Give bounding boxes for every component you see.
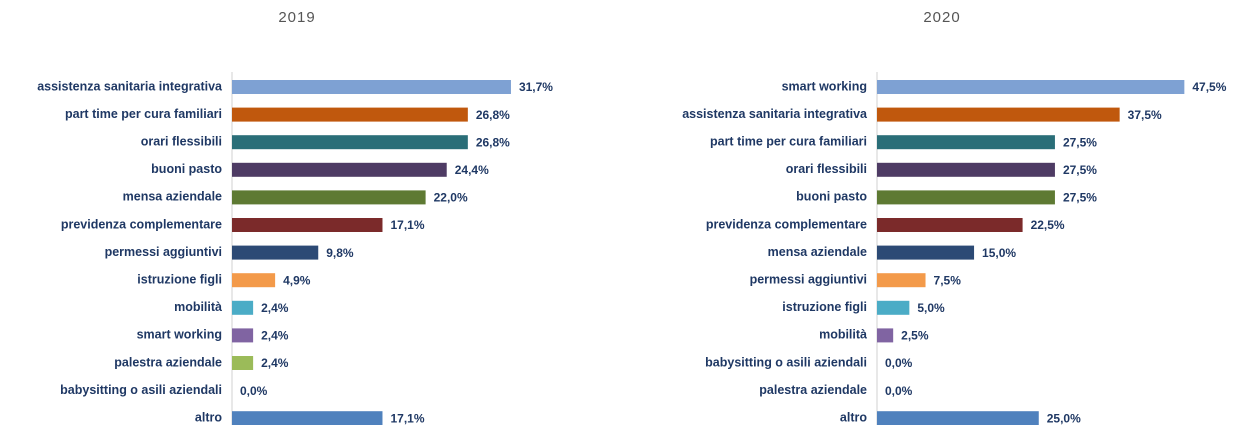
value-label: 2,4% — [261, 356, 289, 370]
category-label: part time per cura familiari — [65, 107, 222, 121]
value-label: 0,0% — [885, 384, 913, 398]
category-label: orari flessibili — [141, 134, 222, 148]
category-label: smart working — [137, 328, 222, 342]
bar — [877, 300, 910, 315]
category-label: mobilità — [819, 328, 867, 342]
value-label: 26,8% — [476, 135, 510, 149]
value-label: 7,5% — [934, 273, 962, 287]
category-label: altro — [840, 410, 867, 424]
value-label: 26,8% — [476, 108, 510, 122]
bar — [232, 273, 276, 288]
category-label: babysitting o asili aziendali — [60, 383, 222, 397]
category-label: part time per cura familiari — [710, 134, 867, 148]
bar — [877, 245, 975, 260]
bar — [877, 328, 894, 343]
bar — [877, 273, 926, 288]
value-label: 17,1% — [390, 411, 424, 425]
category-label: permessi aggiuntivi — [750, 272, 867, 286]
value-label: 37,5% — [1128, 108, 1162, 122]
category-label: mobilità — [174, 300, 222, 314]
category-label: smart working — [782, 79, 867, 93]
value-label: 24,4% — [455, 163, 489, 177]
bar — [877, 135, 1055, 150]
chart-title: 2020 — [923, 9, 960, 26]
value-label: 2,4% — [261, 329, 289, 343]
bar — [877, 218, 1023, 232]
category-label: palestra aziendale — [114, 355, 222, 369]
value-label: 27,5% — [1063, 135, 1097, 149]
category-label: previdenza complementare — [706, 217, 867, 231]
value-label: 9,8% — [326, 246, 354, 260]
value-label: 25,0% — [1047, 411, 1081, 425]
value-label: 47,5% — [1192, 80, 1226, 94]
category-label: altro — [195, 410, 222, 424]
bar — [232, 80, 511, 94]
chart-title: 2019 — [278, 9, 315, 26]
bar — [877, 162, 1055, 177]
category-label: buoni pasto — [151, 162, 222, 176]
value-label: 17,1% — [390, 218, 424, 232]
bar — [232, 218, 383, 232]
bar — [877, 80, 1185, 94]
bar — [877, 107, 1120, 122]
bar — [232, 135, 468, 150]
bar — [232, 162, 447, 177]
bar — [232, 356, 254, 370]
category-label: buoni pasto — [796, 190, 867, 204]
value-label: 27,5% — [1063, 191, 1097, 205]
bar — [232, 107, 468, 122]
value-label: 15,0% — [982, 246, 1016, 260]
category-label: previdenza complementare — [61, 217, 222, 231]
category-label: istruzione figli — [782, 300, 867, 314]
bar — [877, 190, 1055, 205]
bar — [232, 411, 383, 425]
bar — [232, 245, 319, 260]
value-label: 2,5% — [901, 329, 929, 343]
bar — [232, 328, 254, 343]
category-label: permessi aggiuntivi — [105, 245, 222, 259]
value-label: 0,0% — [885, 356, 913, 370]
value-label: 27,5% — [1063, 163, 1097, 177]
category-label: istruzione figli — [137, 272, 222, 286]
category-label: mensa aziendale — [768, 245, 867, 259]
category-label: mensa aziendale — [123, 190, 222, 204]
category-label: assistenza sanitaria integrativa — [37, 79, 223, 93]
value-label: 22,0% — [434, 191, 468, 205]
value-label: 0,0% — [240, 384, 268, 398]
bar — [232, 300, 254, 315]
category-label: assistenza sanitaria integrativa — [682, 107, 868, 121]
value-label: 22,5% — [1031, 218, 1065, 232]
bar — [877, 411, 1039, 425]
category-label: orari flessibili — [786, 162, 867, 176]
value-label: 31,7% — [519, 80, 553, 94]
value-label: 5,0% — [917, 301, 945, 315]
value-label: 4,9% — [283, 273, 311, 287]
category-label: babysitting o asili aziendali — [705, 355, 867, 369]
value-label: 2,4% — [261, 301, 289, 315]
category-label: palestra aziendale — [759, 383, 867, 397]
bar — [232, 190, 426, 205]
